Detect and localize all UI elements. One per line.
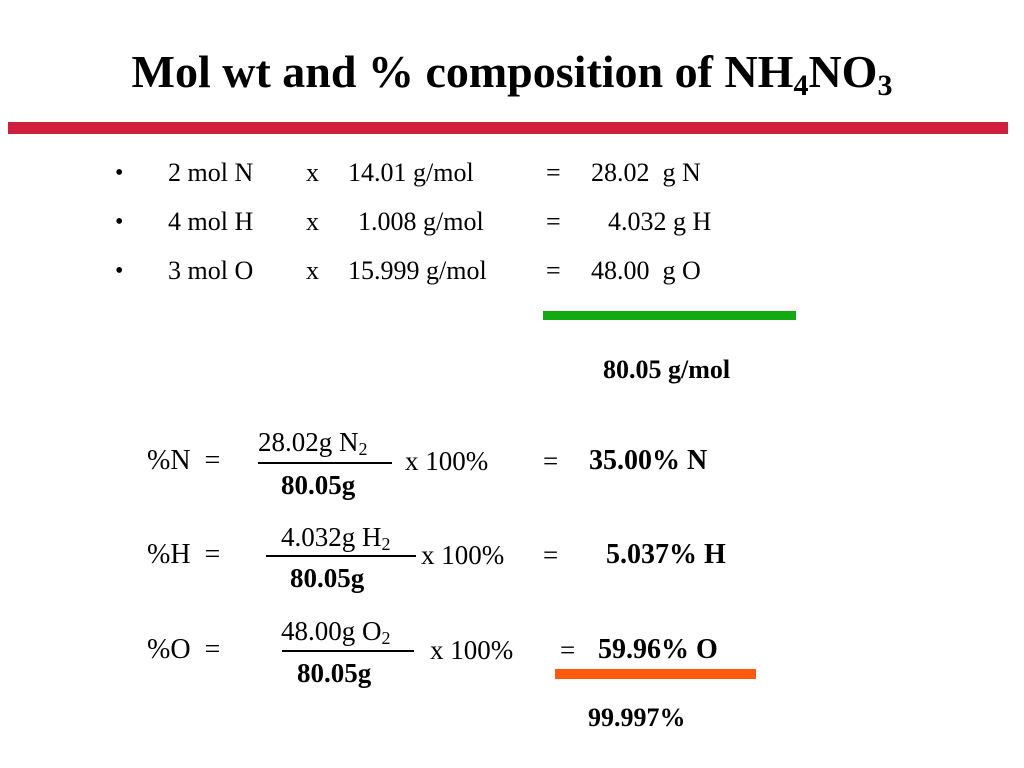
times-sign: x [306,256,319,285]
numerator-subscript: 2 [381,628,391,648]
molar-mass-n: 14.01 g/mol [348,158,474,187]
fraction-bar [282,650,414,652]
numerator-n: 28.02g N2 [258,427,368,459]
mass-sum-rule [543,311,796,320]
percent-total: 99.997% [588,703,686,732]
mass-n: 28.02 g N [591,158,701,187]
multiplier-o: x 100% [430,635,514,665]
molar-mass-o: 15.999 g/mol [348,256,487,285]
molar-mass-total: 80.05 g/mol [603,355,731,384]
bullet-icon: • [115,160,124,186]
denominator-o: 80.05g [297,658,372,688]
fraction-bar [258,462,392,464]
percent-label-h: %H = [147,539,221,570]
multiplier-h: x 100% [421,540,505,570]
title-underline [8,122,1008,134]
percent-label-o: %O = [147,634,221,665]
equals-sign: = [546,158,561,187]
bullet-icon: • [115,258,124,284]
equals-sign: = [546,256,561,285]
moles-h: 4 mol H [168,207,254,236]
title-text-mid: NO [808,46,878,97]
equals-sign: = [543,446,559,476]
fraction-bar [266,555,416,557]
numerator-subscript: 2 [381,534,391,554]
numerator-text: 4.032g H [281,522,382,552]
multiplier-n: x 100% [405,446,489,476]
result-o: 59.96% O [598,634,718,665]
percent-label-n: %N = [147,445,221,476]
denominator-h: 80.05g [290,563,365,593]
moles-n: 2 mol N [168,158,254,187]
molar-mass-h: 1.008 g/mol [358,207,484,236]
title-text: Mol wt and % composition of NH [131,46,794,97]
numerator-subscript: 2 [358,439,368,459]
slide-title: Mol wt and % composition of NH4NO3 [0,42,1024,102]
numerator-text: 28.02g N [258,427,359,457]
numerator-o: 48.00g O2 [281,616,391,648]
mass-o: 48.00 g O [591,256,701,285]
times-sign: x [306,158,319,187]
numerator-text: 48.00g O [281,616,382,646]
percent-sum-rule [555,669,756,679]
moles-o: 3 mol O [168,256,254,285]
result-h: 5.037% H [606,539,726,570]
mass-h: 4.032 g H [608,207,712,236]
bullet-icon: • [115,209,124,235]
denominator-n: 80.05g [281,470,356,500]
title-subscript-4: 4 [793,69,809,102]
title-subscript-3: 3 [877,69,893,102]
result-n: 35.00% N [589,445,708,476]
equals-sign: = [546,207,561,236]
equals-sign: = [543,540,559,570]
equals-sign: = [560,635,576,665]
times-sign: x [306,207,319,236]
numerator-h: 4.032g H2 [281,522,391,554]
